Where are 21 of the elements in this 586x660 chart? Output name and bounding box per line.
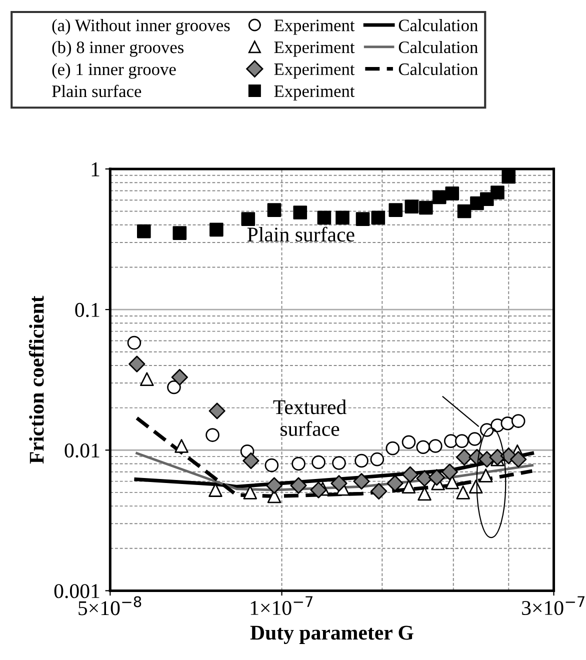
x-tick-label: 3×10$^{−7}$ [522, 596, 585, 616]
y-tick-label: 0.01 [64, 443, 100, 458]
y-axis-title: Friction coefficient [28, 296, 44, 464]
text: (e) 1 inner groove [52, 62, 176, 79]
legend-label: Calculation [398, 40, 478, 54]
x-tick-label: 1×10$^{−7}$ [250, 596, 313, 616]
legend-label: Experiment [274, 20, 355, 35]
annotation: Textured surface [273, 400, 346, 436]
legend-label: Experiment [274, 63, 355, 79]
annotation: Plain surface [247, 226, 354, 242]
text: Plain surface [52, 84, 142, 98]
legend-label: Calculation [398, 19, 478, 32]
text: (a) Without inner grooves [52, 19, 230, 35]
y-tick-label: 0.1 [75, 302, 100, 318]
y-tick-label: 1 [92, 162, 100, 176]
x-axis-title: Duty parameter G [250, 626, 414, 644]
text: (b) 8 inner grooves [52, 41, 184, 57]
legend-label: Experiment [274, 42, 355, 57]
y-tick-label: 0.001 [54, 584, 100, 598]
legend-label: Experiment [274, 85, 355, 101]
legend-label: Calculation [398, 62, 478, 76]
